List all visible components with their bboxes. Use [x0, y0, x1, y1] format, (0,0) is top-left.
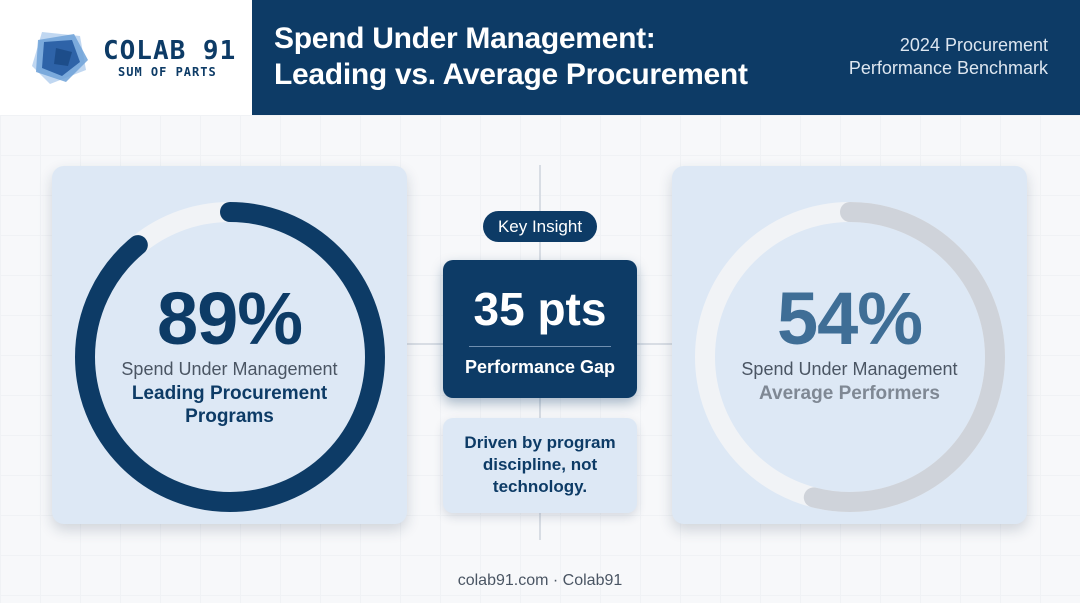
- leading-ring-value: [75, 202, 385, 512]
- logo-name: COLAB 91: [103, 36, 237, 66]
- logo: COLAB 91 SUM OF PARTS: [0, 0, 252, 115]
- leading-label: Leading Procurement Programs: [52, 382, 407, 428]
- average-percent-label: 54%: [776, 277, 923, 360]
- gap-value: 35 pts: [473, 283, 607, 335]
- leading-label-line-2: Programs: [185, 406, 274, 427]
- average-ring-value: [695, 202, 1005, 512]
- average-caption: Spend Under Management: [741, 359, 958, 379]
- leading-card: 89% Spend Under Management Leading Procu…: [52, 166, 407, 524]
- gap-divider: [469, 346, 611, 347]
- insight-note-box: Driven by program discipline, not techno…: [443, 418, 637, 513]
- page-title-line-1: Spend Under Management:: [274, 22, 656, 55]
- note-line-2: discipline, not: [482, 455, 598, 474]
- performance-gap-box: 35 pts Performance Gap: [443, 260, 637, 398]
- average-label-line-1: Average Performers: [759, 383, 940, 404]
- page-title-line-2: Leading vs. Average Procurement: [274, 58, 748, 91]
- note-line-3: technology.: [492, 477, 588, 496]
- subtitle-line-1: 2024 Procurement: [899, 35, 1048, 55]
- average-card: 54% Spend Under Management Average Perfo…: [672, 166, 1027, 524]
- leading-caption: Spend Under Management: [121, 359, 338, 379]
- note-line-1: Driven by program: [464, 433, 616, 452]
- footer-credit: colab91.com · Colab91: [457, 572, 623, 589]
- title-bar: Spend Under Management: Leading vs. Aver…: [252, 0, 1080, 115]
- subtitle-line-2: Performance Benchmark: [848, 58, 1048, 78]
- header: COLAB 91 SUM OF PARTS Spend Under Manage…: [0, 0, 1080, 115]
- leading-percent-label: 89%: [156, 277, 303, 360]
- average-label: Average Performers: [672, 382, 1027, 405]
- colab-logo-icon: [32, 32, 88, 84]
- leading-label-line-1: Leading Procurement: [131, 383, 328, 404]
- gap-label: Performance Gap: [464, 357, 616, 377]
- key-insight-badge: Key Insight: [483, 211, 597, 242]
- logo-tagline: SUM OF PARTS: [118, 65, 217, 79]
- average-ring-chart: [695, 202, 1005, 512]
- leading-ring-chart: [75, 202, 385, 512]
